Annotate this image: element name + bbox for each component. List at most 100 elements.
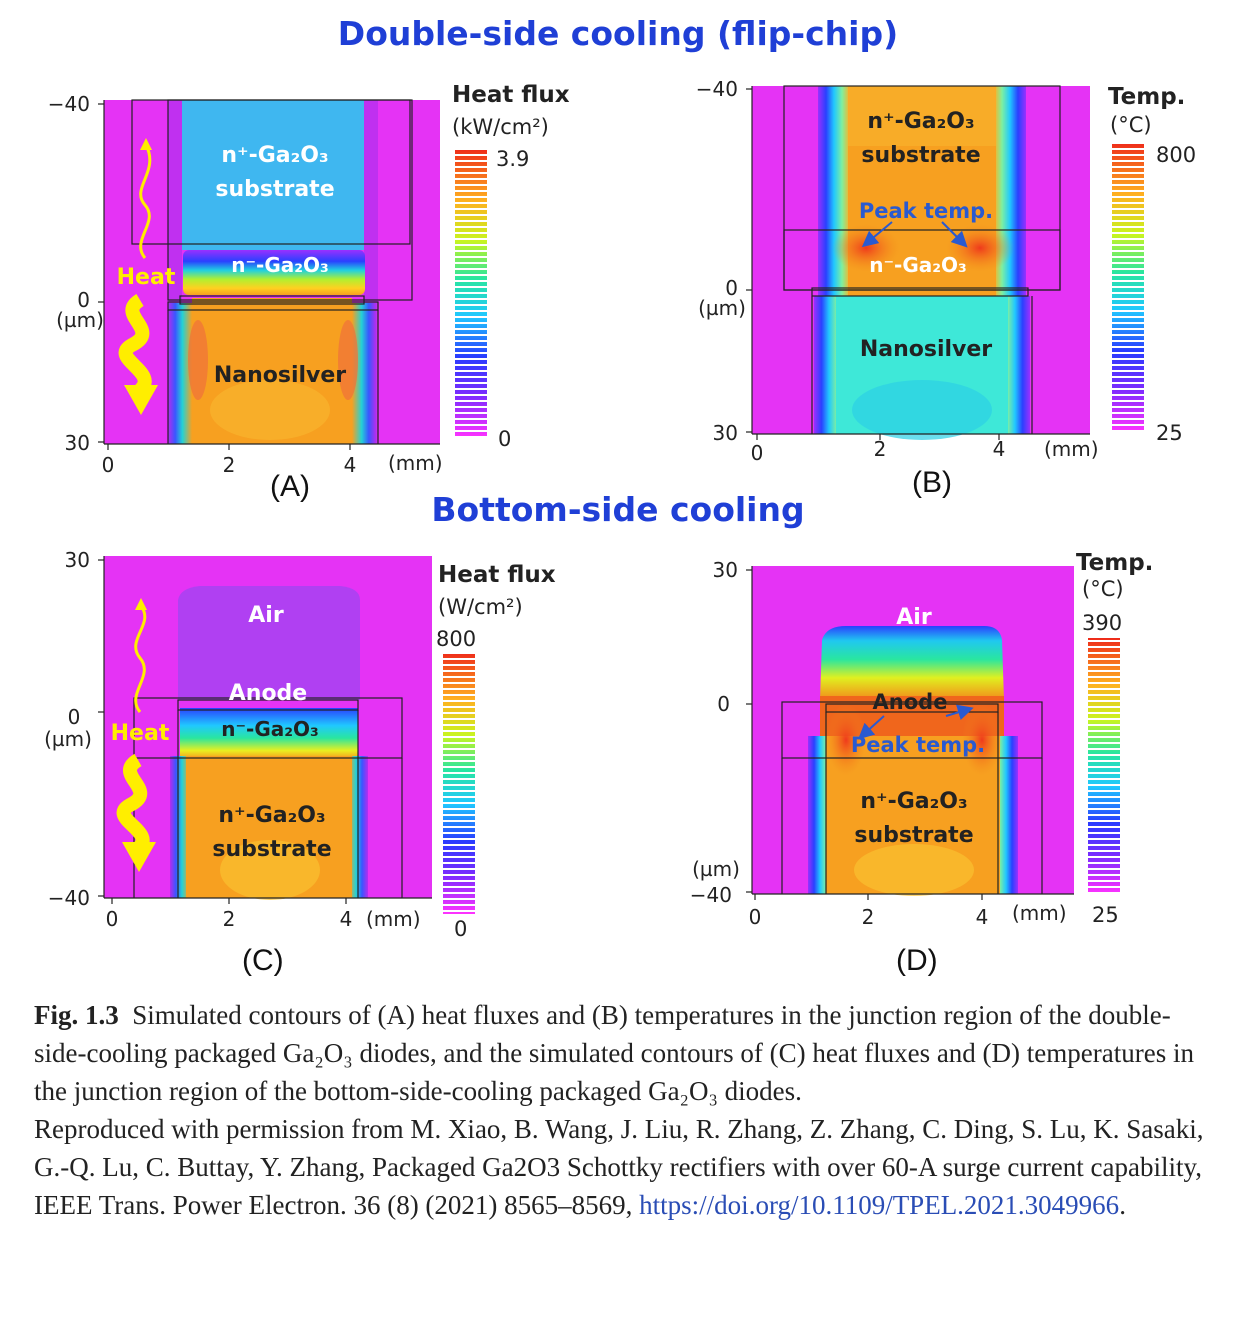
panel-a-label-substrate-2: substrate (215, 177, 334, 202)
panel-b-label-peak: Peak temp. (859, 199, 993, 223)
panel-c-label-substrate-2: substrate (212, 837, 331, 862)
panel-d-label-substrate-2: substrate (854, 823, 973, 848)
panel-c-ytick-mid: 0 (68, 705, 81, 729)
arrow-down-icon (124, 385, 158, 415)
panel-c-label-anode: Anode (229, 681, 307, 706)
panel-d-air-region (820, 626, 1004, 700)
panel-c-colorbar-title: Heat flux (438, 562, 556, 588)
panel-d-ytick-bottom: −40 (690, 883, 732, 907)
panel-d-label-air: Air (896, 605, 932, 630)
panel-c-ytick-top: 30 (65, 548, 90, 572)
panel-a-xunit: (mm) (388, 451, 443, 475)
panel-a-ytick-mid: 0 (77, 288, 90, 312)
panel-d-peak-arrow-left (858, 715, 885, 740)
panel-d-xtick-2: 2 (862, 905, 875, 929)
panel-b-label-nanosilver: Nanosilver (860, 337, 992, 362)
panel-d-colorbar-max: 390 (1082, 611, 1122, 635)
panel-c-label-drift: n⁻-Ga₂O₃ (221, 717, 319, 741)
panel-c-yunit: (µm) (44, 727, 92, 751)
panel-a-colorbar-min: 0 (498, 427, 511, 451)
panel-b-colorbar-unit: (°C) (1110, 113, 1152, 137)
panel-c-letter: (C) (242, 944, 284, 977)
panel-c-air-region (178, 586, 360, 700)
panel-a-ytick-bottom: 30 (65, 431, 90, 455)
panel-c-heat-up-arrow (134, 605, 147, 713)
panel-a-xtick-4: 4 (344, 453, 357, 477)
top-section-title: Double-side cooling (flip-chip) (337, 14, 899, 53)
panel-b-xtick-0: 0 (751, 441, 764, 465)
panel-c-xunit: (mm) (366, 907, 421, 931)
panel-d-label-substrate: n⁺-Ga₂O₃ (860, 789, 967, 814)
panel-a-heat-down-arrow (118, 294, 152, 396)
panel-c-colorbar-unit: (W/cm²) (438, 595, 523, 619)
panel-d-xtick-0: 0 (749, 905, 762, 929)
panel-b-colorbar-max: 800 (1156, 143, 1196, 167)
panel-a-drift-region (183, 250, 365, 295)
panel-b-yunit: (µm) (698, 296, 746, 320)
panel-d-ytick-mid: 0 (717, 692, 730, 716)
panel-d-ytick-top: 30 (713, 558, 738, 582)
figure-caption: Fig. 1.3 Simulated contours of (A) heat … (34, 996, 1214, 1224)
caption-reproduced: Reproduced with permission from M. Xiao,… (34, 1114, 1204, 1220)
figure-label: Fig. 1.3 (34, 1000, 119, 1030)
caption-text: Simulated contours of (A) heat fluxes an… (34, 1000, 1194, 1106)
panel-a-ytick-top: −40 (48, 92, 90, 116)
panel-d: 30 0 (µm) −40 0 2 4 (mm) Air Anode Peak … (690, 550, 1154, 929)
panel-a-label-substrate: n⁺-Ga₂O₃ (221, 143, 328, 168)
panel-c-label-heat: Heat (111, 721, 170, 746)
panel-d-colorbar-title: Temp. (1076, 550, 1153, 576)
panel-b-xtick-4: 4 (993, 437, 1006, 461)
panel-a-label-drift: n⁻-Ga₂O₃ (231, 253, 329, 277)
panel-a-label-nanosilver: Nanosilver (214, 363, 346, 388)
panel-b-letter: (B) (912, 466, 952, 499)
panel-a-substrate-region (182, 100, 364, 250)
panel-b-peak-arrow-left (861, 221, 893, 248)
panel-c-heat-down-arrow (116, 753, 150, 854)
panel-b-ytick-mid: 0 (725, 276, 738, 300)
panel-a-xtick-0: 0 (102, 453, 115, 477)
panel-a: −40 0 (µm) 30 0 2 4 (mm) n⁺-Ga₂O₃ substr… (48, 82, 570, 477)
panel-c-colorbar-min: 0 (454, 917, 467, 941)
panel-d-colorbar-unit: (°C) (1082, 577, 1124, 601)
panel-d-label-anode: Anode (873, 690, 948, 714)
panel-a-xtick-2: 2 (223, 453, 236, 477)
bottom-section-title: Bottom-side cooling (431, 490, 805, 529)
panel-a-letter: (A) (270, 470, 310, 503)
panel-b-colorbar-min: 25 (1156, 421, 1183, 445)
panel-a-colorbar-max: 3.9 (496, 147, 529, 171)
panel-d-peak-arrow-right (945, 704, 974, 720)
panel-d-xunit: (mm) (1012, 901, 1067, 925)
panel-a-colorbar-unit: (kW/cm²) (452, 115, 549, 139)
panel-c-drift-region (180, 708, 358, 758)
panel-b-ytick-top: −40 (696, 77, 738, 101)
panel-b-xtick-2: 2 (874, 437, 887, 461)
doi-link[interactable]: https://doi.org/10.1109/TPEL.2021.304996… (639, 1190, 1120, 1220)
panel-b: −40 0 (µm) 30 0 2 4 (mm) n⁺-Ga₂O₃ substr… (696, 77, 1196, 465)
panel-d-xtick-4: 4 (976, 905, 989, 929)
panel-b-ytick-bottom: 30 (713, 421, 738, 445)
panel-a-yunit: (µm) (56, 308, 104, 332)
arrow-up-icon (135, 598, 147, 610)
arrow-up-icon (140, 138, 152, 150)
panel-c-xtick-2: 2 (223, 907, 236, 931)
panel-c: 30 0 (µm) −40 0 2 4 (mm) Air Anode n⁻-Ga… (44, 548, 556, 941)
panel-b-peak-arrow-right (941, 221, 968, 248)
panel-d-colorbar-min: 25 (1092, 903, 1119, 927)
figure-panels: −40 0 (µm) 30 0 2 4 (mm) n⁺-Ga₂O₃ substr… (44, 77, 1196, 941)
panel-a-label-heat: Heat (117, 265, 176, 290)
panel-c-xtick-0: 0 (106, 907, 119, 931)
panel-b-xunit: (mm) (1044, 437, 1099, 461)
panel-b-label-substrate: n⁺-Ga₂O₃ (867, 109, 974, 134)
panel-d-yunit: (µm) (692, 857, 740, 881)
panel-b-label-substrate-2: substrate (861, 143, 980, 168)
panel-c-label-air: Air (248, 603, 284, 628)
panel-a-colorbar-title: Heat flux (452, 82, 570, 108)
caption-end: . (1119, 1190, 1126, 1220)
panel-c-label-substrate: n⁺-Ga₂O₃ (218, 803, 325, 828)
panel-d-label-peak: Peak temp. (851, 733, 985, 757)
panel-c-ytick-bottom: −40 (48, 886, 90, 910)
panel-b-colorbar-title: Temp. (1108, 84, 1185, 110)
panel-c-colorbar-max: 800 (436, 627, 476, 651)
panel-c-xtick-4: 4 (340, 907, 353, 931)
panel-a-heat-up-arrow (139, 144, 152, 259)
